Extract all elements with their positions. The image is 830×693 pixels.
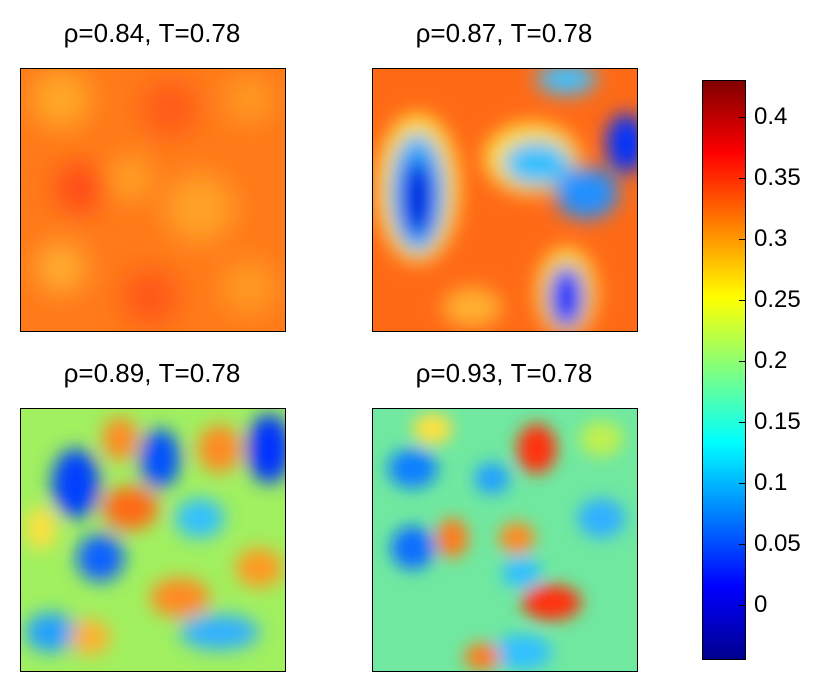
heatmap-4-blob: [577, 498, 626, 539]
heatmap-4-blob: [387, 448, 438, 489]
colorbar-tick-mark: [739, 483, 745, 484]
heatmap-4-canvas: [373, 409, 637, 671]
heatmap-4-blob: [464, 643, 501, 671]
heatmap-1-blob: [224, 73, 275, 124]
heatmap-4-blob: [390, 526, 435, 570]
heatmap-1-blob: [35, 242, 86, 293]
heatmap-3-blob: [102, 486, 158, 531]
heatmap-4-blob: [516, 423, 557, 474]
heatmap-4-blob: [436, 518, 469, 558]
heatmap-1-blob: [55, 163, 106, 213]
heatmap-panel-2: [372, 68, 638, 332]
heatmap-2-blob: [442, 287, 503, 328]
heatmap-3-blob: [197, 424, 242, 473]
heatmap-3-blob: [24, 506, 57, 550]
heatmap-1-blob: [142, 80, 198, 137]
colorbar-tick-label: 0.1: [754, 469, 788, 496]
colorbar-tick-label: 0.25: [754, 286, 801, 313]
heatmap-3-blob: [140, 428, 180, 489]
heatmap-4-blob: [474, 462, 510, 495]
heatmap-2-blob: [548, 265, 585, 330]
heatmap-3-blob: [174, 498, 225, 539]
heatmap-3-blob: [247, 413, 285, 484]
heatmap-4-blob: [579, 420, 624, 457]
colorbar-tick-label: 0.35: [754, 164, 801, 191]
colorbar-tick-mark: [739, 422, 745, 423]
heatmap-3-blob: [24, 612, 77, 653]
colorbar-tick-mark: [739, 544, 745, 545]
heatmap-2-blob: [554, 167, 619, 219]
heatmap-4-blob: [492, 634, 552, 671]
colorbar-tick-mark: [739, 361, 745, 362]
heatmap-4-blob: [502, 556, 542, 589]
colorbar-tick-mark: [739, 300, 745, 301]
heatmap-3-blob: [235, 547, 284, 588]
colorbar: [702, 80, 746, 660]
colorbar-tick-mark: [739, 178, 745, 179]
heatmap-4-blob: [499, 522, 535, 554]
heatmap-panel-4: [372, 408, 638, 672]
colorbar-tick-label: 0.15: [754, 408, 801, 435]
heatmap-1-blob: [122, 269, 178, 326]
heatmap-1-blob: [164, 173, 235, 243]
heatmap-2-blob: [503, 141, 571, 186]
heatmap-2-blob: [606, 113, 637, 174]
colorbar-gradient: [703, 81, 745, 659]
colorbar-tick-mark: [739, 117, 745, 118]
colorbar-tick-mark: [739, 605, 745, 606]
panel-title-1: ρ=0.84, T=0.78: [63, 18, 241, 48]
heatmap-3-blob: [51, 448, 100, 519]
heatmap-3-blob: [76, 534, 125, 582]
heatmap-4-blob: [412, 412, 453, 445]
heatmap-1-blob: [108, 156, 153, 200]
heatmap-3-blob: [179, 614, 260, 651]
colorbar-tick-mark: [739, 239, 745, 240]
colorbar-tick-label: 0.3: [754, 225, 788, 252]
heatmap-2-blob: [401, 158, 434, 238]
panel-title-2: ρ=0.87, T=0.78: [415, 18, 593, 48]
heatmap-1-canvas: [21, 69, 285, 331]
heatmap-3-blob: [150, 577, 210, 618]
heatmap-4-blob: [521, 584, 582, 621]
colorbar-tick-label: 0.05: [754, 530, 801, 557]
colorbar-fill: [703, 81, 745, 659]
heatmap-panel-1: [20, 68, 286, 332]
colorbar-tick-label: 0.2: [754, 347, 788, 374]
heatmap-3-blob: [102, 416, 139, 461]
heatmap-panel-3: [20, 408, 286, 672]
colorbar-tick-label: 0: [754, 591, 768, 618]
heatmap-1-blob: [221, 259, 278, 316]
heatmap-3-canvas: [21, 409, 285, 671]
colorbar-tick-label: 0.4: [754, 103, 788, 130]
panel-title-4: ρ=0.93, T=0.78: [415, 358, 593, 388]
heatmap-2-canvas: [373, 69, 637, 331]
heatmap-2-blob: [536, 69, 597, 95]
panel-title-3: ρ=0.89, T=0.78: [63, 358, 241, 388]
heatmap-3-blob: [70, 619, 111, 656]
heatmap-1-blob: [30, 69, 91, 129]
